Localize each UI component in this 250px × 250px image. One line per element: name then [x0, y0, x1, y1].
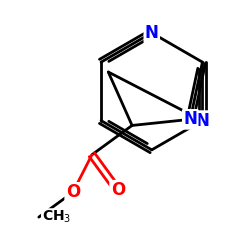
Text: N: N — [196, 112, 209, 130]
Text: N: N — [183, 110, 197, 128]
Text: O: O — [66, 183, 80, 201]
Text: N: N — [145, 24, 159, 42]
Text: CH$_3$: CH$_3$ — [42, 209, 71, 225]
Text: O: O — [111, 181, 125, 199]
